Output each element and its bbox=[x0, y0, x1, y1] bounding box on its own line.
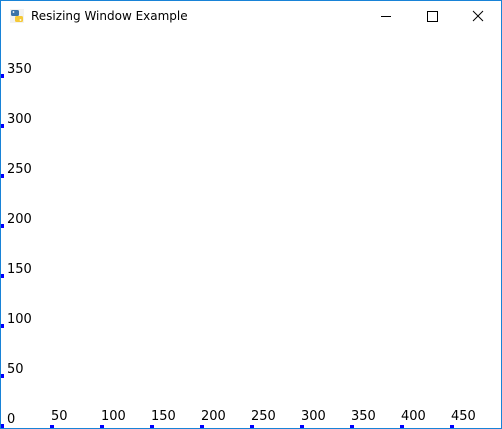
x-tick-label: 50 bbox=[51, 409, 68, 424]
x-tick-marker bbox=[150, 425, 154, 428]
x-tick-label: 450 bbox=[451, 409, 476, 424]
x-tick-label: 200 bbox=[201, 409, 226, 424]
y-tick-marker bbox=[1, 424, 4, 428]
title-bar[interactable]: Resizing Window Example bbox=[1, 1, 501, 31]
x-tick-marker bbox=[450, 425, 454, 428]
x-tick-marker bbox=[350, 425, 354, 428]
y-tick-label: 50 bbox=[7, 362, 24, 377]
x-tick-label: 250 bbox=[251, 409, 276, 424]
y-tick-label: 250 bbox=[7, 162, 32, 177]
y-tick-marker bbox=[1, 324, 4, 328]
x-tick-label: 150 bbox=[151, 409, 176, 424]
close-icon bbox=[472, 10, 484, 22]
python-icon bbox=[10, 9, 24, 23]
x-tick-label: 350 bbox=[351, 409, 376, 424]
drawing-canvas[interactable]: 350 300 250 200 150 100 50 0 50 100 150 200 250 300 35… bbox=[1, 31, 501, 428]
minimize-button[interactable] bbox=[363, 1, 409, 31]
y-tick-label: 0 bbox=[7, 412, 15, 427]
maximize-button[interactable] bbox=[409, 1, 455, 31]
y-tick-label: 350 bbox=[7, 62, 32, 77]
y-tick-label: 100 bbox=[7, 312, 32, 327]
x-tick-marker bbox=[200, 425, 204, 428]
x-tick-label: 300 bbox=[301, 409, 326, 424]
y-tick-label: 150 bbox=[7, 262, 32, 277]
x-tick-label: 400 bbox=[401, 409, 426, 424]
x-tick-label: 100 bbox=[101, 409, 126, 424]
y-tick-marker bbox=[1, 74, 4, 78]
y-tick-marker bbox=[1, 274, 4, 278]
y-tick-marker bbox=[1, 124, 4, 128]
y-tick-marker bbox=[1, 224, 4, 228]
x-tick-marker bbox=[400, 425, 404, 428]
canvas-svg: 350 300 250 200 150 100 50 0 50 100 150 200 250 300 35… bbox=[1, 62, 476, 428]
y-tick-marker bbox=[1, 174, 4, 178]
y-tick-marker bbox=[1, 374, 4, 378]
x-tick-marker bbox=[250, 425, 254, 428]
x-tick-marker bbox=[100, 425, 104, 428]
y-tick-label: 200 bbox=[7, 212, 32, 227]
x-tick-marker bbox=[50, 425, 54, 428]
y-tick-label: 300 bbox=[7, 112, 32, 127]
x-tick-marker bbox=[300, 425, 304, 428]
minimize-icon bbox=[381, 16, 391, 17]
close-button[interactable] bbox=[455, 1, 501, 31]
maximize-icon bbox=[427, 11, 438, 22]
window-title: Resizing Window Example bbox=[31, 9, 188, 23]
